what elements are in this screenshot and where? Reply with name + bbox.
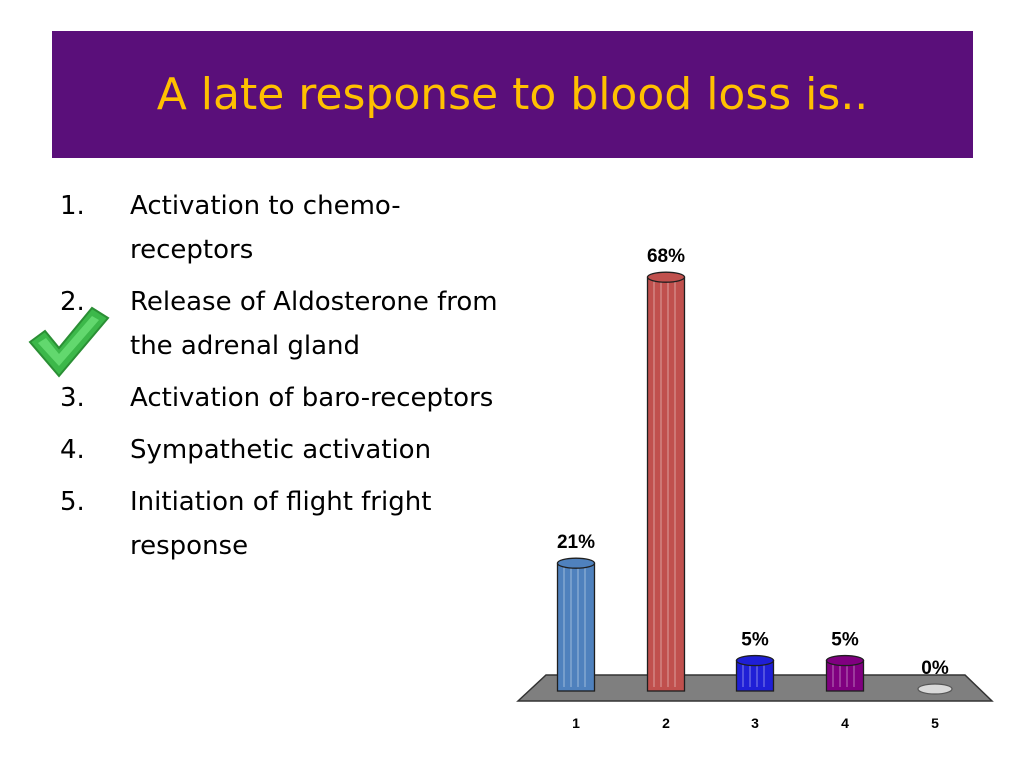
x-tick-label: 5	[931, 715, 939, 731]
checkmark-icon	[28, 306, 110, 378]
answer-text: Release of Aldosterone from the adrenal …	[130, 287, 498, 361]
answer-number: 1.	[60, 191, 85, 221]
answer-option-4: 4. Sympathetic activation	[60, 428, 510, 472]
response-bar-chart: 21% 1 68% 2 5% 3 5% 4 0% 5	[516, 246, 994, 731]
bar-value-label: 5%	[831, 630, 859, 651]
x-tick-label: 2	[662, 715, 670, 731]
answer-text: Sympathetic activation	[130, 435, 432, 465]
bar-4	[825, 654, 865, 692]
slide-title: A late response to blood loss is..	[156, 68, 869, 120]
title-banner: A late response to blood loss is..	[52, 31, 973, 158]
answer-number: 5.	[60, 487, 85, 517]
answer-number: 3.	[60, 383, 85, 413]
answer-option-2: 2. Release of Aldosterone from the adren…	[60, 280, 510, 368]
bar-5	[917, 683, 953, 695]
answer-text: Initiation of flight fright response	[130, 487, 432, 561]
answer-list: 1. Activation to chemo-receptors 2. Rele…	[60, 184, 510, 576]
answer-text: Activation to chemo-receptors	[130, 191, 401, 265]
answer-option-5: 5. Initiation of flight fright response	[60, 480, 510, 568]
answer-number: 4.	[60, 435, 85, 465]
answer-option-1: 1. Activation to chemo-receptors	[60, 184, 510, 272]
answer-text: Activation of baro-receptors	[130, 383, 494, 413]
bar-value-label: 21%	[557, 532, 595, 553]
answer-option-3: 3. Activation of baro-receptors	[60, 376, 510, 420]
x-tick-label: 1	[572, 715, 580, 731]
bar-2	[646, 271, 686, 692]
bar-value-label: 68%	[647, 246, 685, 267]
answer-number: 2.	[60, 287, 85, 317]
bar-1	[556, 557, 596, 692]
bar-3	[735, 654, 775, 692]
x-tick-label: 3	[751, 715, 759, 731]
bar-value-label: 0%	[921, 658, 949, 679]
bar-value-label: 5%	[741, 630, 769, 651]
x-tick-label: 4	[841, 715, 849, 731]
